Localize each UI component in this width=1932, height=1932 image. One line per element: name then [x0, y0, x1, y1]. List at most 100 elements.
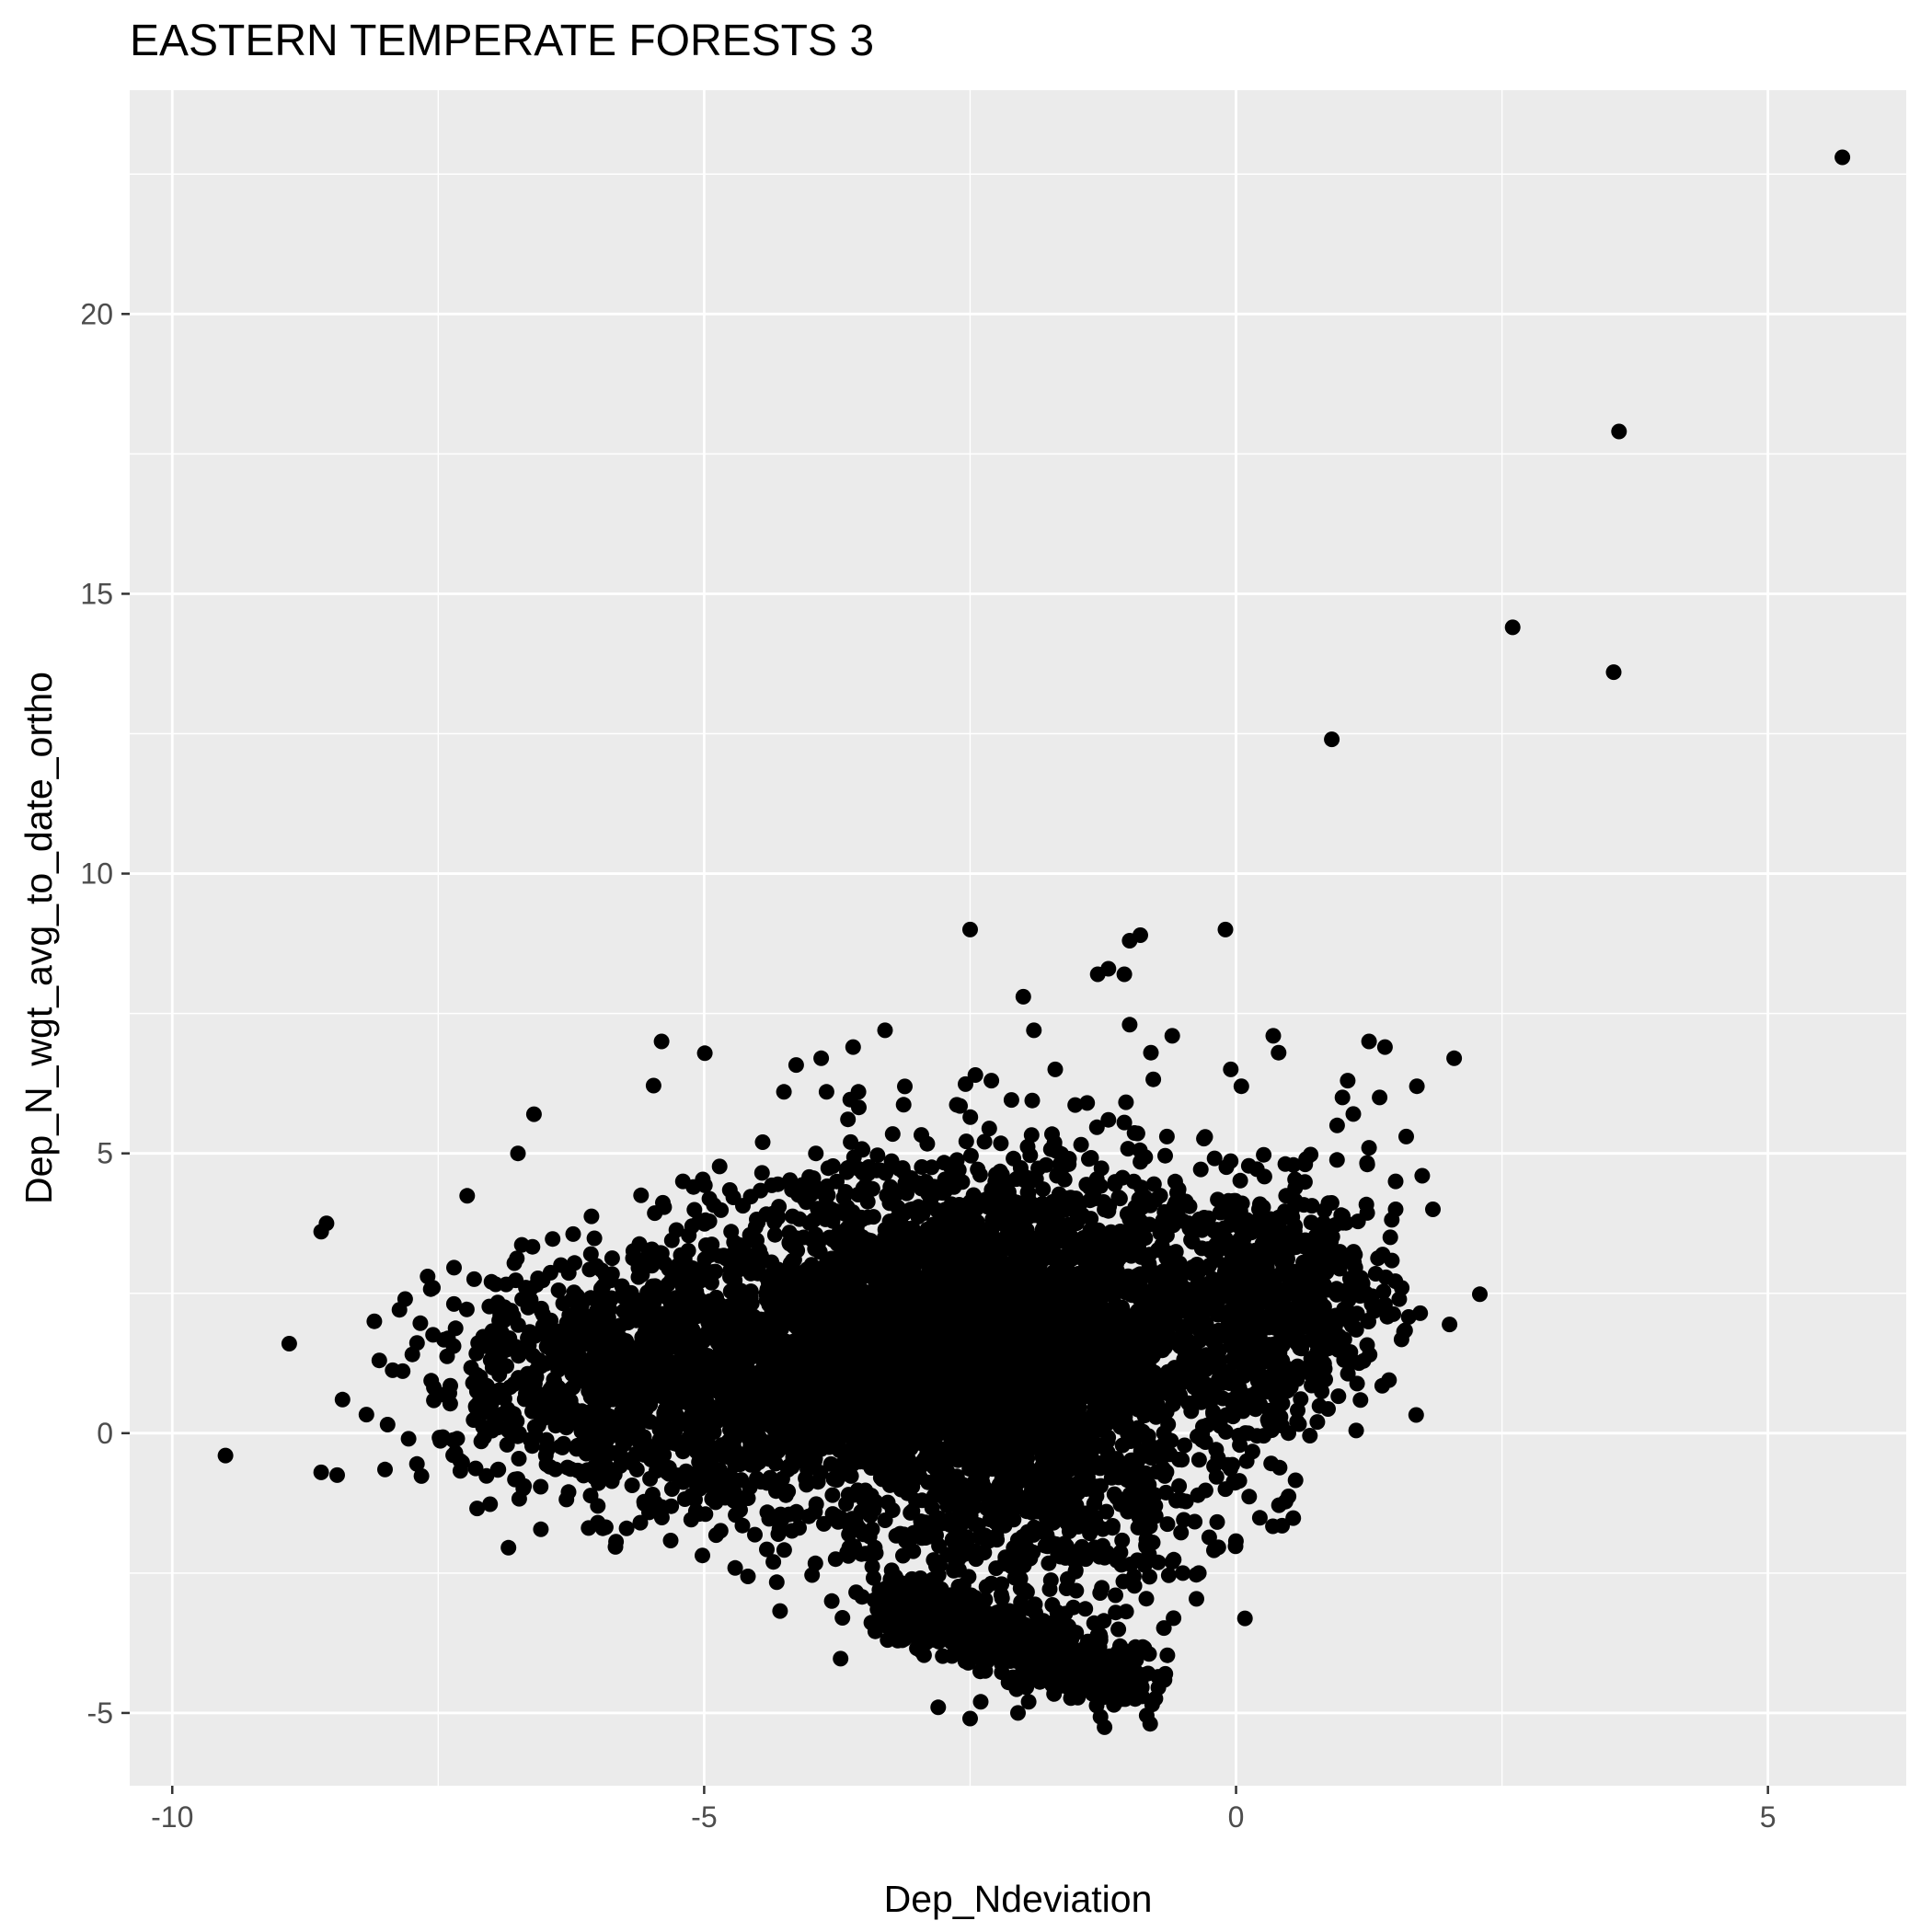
data-point — [358, 1407, 374, 1423]
data-point — [573, 1297, 590, 1314]
data-point — [642, 1250, 659, 1267]
data-point — [992, 1418, 1008, 1434]
data-point — [490, 1461, 507, 1478]
data-point — [1011, 1360, 1028, 1376]
data-point — [633, 1187, 650, 1203]
data-point — [803, 1385, 820, 1401]
data-point — [606, 1466, 623, 1483]
data-point — [466, 1271, 482, 1287]
data-point — [1111, 1377, 1127, 1394]
data-point — [618, 1396, 635, 1412]
data-point — [853, 1435, 869, 1452]
data-point — [712, 1523, 729, 1539]
data-point — [841, 1337, 857, 1353]
data-point — [508, 1272, 524, 1289]
data-point — [593, 1262, 610, 1279]
data-point — [503, 1303, 519, 1319]
data-point — [1149, 1402, 1166, 1419]
data-point — [697, 1506, 714, 1523]
data-point — [721, 1182, 738, 1198]
data-point — [650, 1455, 667, 1472]
data-point — [829, 1472, 845, 1489]
data-point — [593, 1298, 610, 1315]
data-point — [477, 1338, 494, 1354]
data-point — [760, 1443, 776, 1460]
data-point — [581, 1356, 598, 1373]
data-point — [545, 1231, 561, 1248]
data-point — [569, 1411, 584, 1428]
data-point — [542, 1458, 558, 1475]
data-point — [671, 1416, 687, 1432]
data-point — [618, 1520, 635, 1536]
data-point — [1408, 1407, 1424, 1423]
data-point — [400, 1431, 417, 1447]
data-point — [753, 1165, 770, 1181]
data-point — [1108, 1587, 1123, 1604]
data-point — [705, 1442, 721, 1458]
data-point — [912, 1340, 928, 1356]
data-point — [681, 1430, 697, 1445]
data-point — [777, 1487, 794, 1503]
data-point — [857, 1399, 872, 1416]
data-point — [673, 1270, 690, 1286]
data-point — [688, 1443, 705, 1460]
data-point — [624, 1350, 640, 1366]
data-point — [506, 1255, 523, 1271]
data-point — [703, 1274, 719, 1291]
data-point — [880, 1441, 896, 1457]
data-point — [596, 1313, 613, 1329]
data-point — [446, 1259, 462, 1276]
data-point — [1231, 1473, 1248, 1489]
data-point — [969, 1359, 985, 1375]
data-point — [526, 1386, 543, 1403]
data-point — [459, 1188, 476, 1204]
data-point — [937, 1396, 953, 1412]
data-point — [533, 1521, 549, 1537]
data-point — [552, 1438, 569, 1455]
data-point — [371, 1352, 387, 1369]
data-point — [489, 1420, 506, 1436]
data-point — [824, 1487, 841, 1503]
data-point — [1345, 1106, 1362, 1122]
data-point — [772, 1603, 788, 1619]
data-point — [467, 1460, 484, 1477]
data-point — [921, 1409, 937, 1426]
data-point — [1287, 1472, 1304, 1489]
data-point — [491, 1366, 508, 1383]
data-point — [776, 1542, 792, 1558]
data-point — [666, 1326, 683, 1342]
data-point — [743, 1325, 759, 1341]
data-point — [624, 1412, 640, 1429]
data-point — [668, 1362, 684, 1378]
data-point — [582, 1388, 599, 1405]
data-point — [1122, 1358, 1139, 1374]
data-point — [816, 1515, 832, 1532]
data-point — [473, 1433, 489, 1450]
data-point — [516, 1478, 533, 1494]
data-point — [550, 1282, 567, 1298]
data-point — [995, 1378, 1012, 1395]
data-point — [625, 1250, 641, 1267]
data-point — [663, 1339, 680, 1355]
data-point — [1199, 1376, 1215, 1393]
data-point — [637, 1324, 653, 1340]
data-point — [765, 1385, 781, 1401]
data-point — [581, 1337, 597, 1352]
data-point — [724, 1470, 741, 1487]
data-point — [562, 1393, 579, 1409]
data-point — [1177, 1437, 1193, 1454]
data-point — [604, 1250, 620, 1267]
data-point — [954, 1434, 971, 1451]
data-point — [739, 1370, 755, 1386]
data-point — [743, 1295, 760, 1312]
data-point — [546, 1339, 562, 1355]
data-point — [404, 1346, 420, 1363]
data-point — [500, 1539, 517, 1556]
data-point — [695, 1547, 710, 1564]
data-point — [734, 1352, 751, 1369]
grid-minor — [130, 90, 1906, 1786]
data-point — [787, 1302, 803, 1318]
data-point — [1029, 1395, 1045, 1411]
data-point — [641, 1293, 658, 1309]
